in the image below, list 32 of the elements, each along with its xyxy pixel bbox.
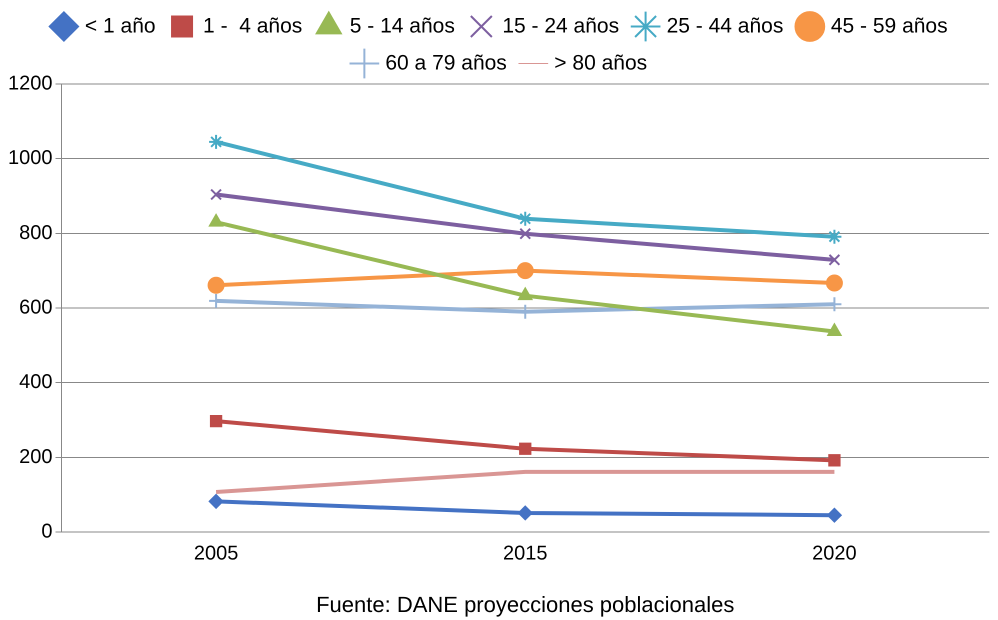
point bbox=[828, 454, 841, 466]
point bbox=[519, 442, 532, 455]
y-tick-label: 800 bbox=[19, 222, 52, 244]
legend-label: 15 - 24 años bbox=[502, 14, 620, 38]
legend-label: 1 - 4 años bbox=[203, 14, 302, 38]
x-tick-label: 2005 bbox=[194, 542, 238, 565]
point bbox=[208, 276, 225, 294]
y-tick-label: 0 bbox=[41, 520, 52, 543]
y-tick-label: 1000 bbox=[8, 147, 52, 170]
point bbox=[210, 414, 222, 428]
point bbox=[828, 254, 840, 266]
y-tick-label: 200 bbox=[19, 446, 52, 468]
legend-label: < 1 año bbox=[84, 14, 156, 38]
legend-label: 45 - 59 años bbox=[830, 14, 948, 38]
point bbox=[208, 134, 224, 150]
y-tick-label: 400 bbox=[19, 371, 52, 394]
point bbox=[519, 228, 532, 240]
point bbox=[826, 274, 843, 292]
point bbox=[208, 494, 224, 509]
point bbox=[518, 505, 533, 520]
legend-label: > 80 años bbox=[554, 51, 648, 74]
source-note: Fuente: DANE proyecciones poblacionales bbox=[316, 592, 734, 618]
point bbox=[210, 188, 222, 200]
legend-label: 25 - 44 años bbox=[666, 14, 784, 38]
legend-label: 60 a 79 años bbox=[385, 51, 507, 74]
point bbox=[516, 262, 534, 280]
legend-label: 5 - 14 años bbox=[350, 14, 455, 38]
y-tick-label: 600 bbox=[19, 296, 52, 319]
point bbox=[826, 508, 842, 523]
x-tick-label: 2015 bbox=[502, 542, 548, 565]
x-tick-label: 2020 bbox=[812, 542, 857, 565]
y-tick-label: 1200 bbox=[8, 72, 52, 95]
